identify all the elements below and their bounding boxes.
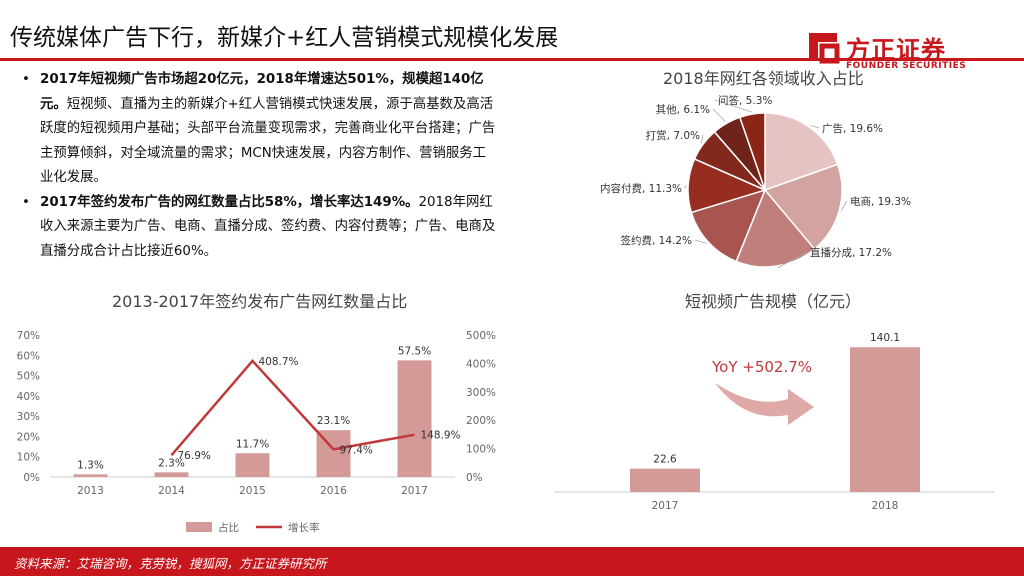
logo-text-en: FOUNDER SECURITIES bbox=[846, 61, 967, 71]
pie-leader-line bbox=[714, 99, 753, 113]
line-growth-rate bbox=[170, 359, 415, 456]
founder-logo: 方正证券 FOUNDER SECURITIES bbox=[800, 28, 990, 78]
bullet-item: • 2017年签约发布广告的网红数量占比58%，增长率达149%。2018年网红收… bbox=[20, 191, 498, 265]
pie-chart-title: 2018年网红各领域收入占比 bbox=[663, 69, 864, 88]
combo-chart: 0% 10% 20% 30% 40% 50% 60% 70% 0% 100% 200% 300% 400… bbox=[17, 330, 496, 534]
x-tick-label: 2014 bbox=[158, 485, 185, 497]
bar-data-label: 11.7% bbox=[236, 438, 269, 450]
pie-slice-label: 内容付费, 11.3% bbox=[600, 182, 682, 195]
right-axis-tick-label: 400% bbox=[466, 358, 496, 370]
pie-slice bbox=[690, 188, 767, 263]
x-tick-label: 2017 bbox=[401, 485, 428, 497]
bullet-marker: • bbox=[22, 194, 30, 210]
right-axis-tick-label: 300% bbox=[466, 387, 496, 399]
x-tick-label: 2016 bbox=[320, 485, 347, 497]
bar-chart-title: 短视频广告规模（亿元） bbox=[685, 292, 862, 311]
bullet-lead: 2017年短视频广告市场超20亿元，2018年增速达501%，规模超140亿元。 bbox=[40, 72, 484, 112]
bar-data-label: 23.1% bbox=[317, 415, 350, 427]
title-divider bbox=[0, 58, 1024, 61]
legend-swatch-bar bbox=[186, 522, 212, 532]
left-axis-tick-label: 10% bbox=[17, 452, 40, 464]
pie-leader-line bbox=[840, 200, 848, 212]
right-axis-tick-label: 200% bbox=[466, 415, 496, 427]
left-axis-tick-label: 40% bbox=[17, 391, 40, 403]
bar-data-label: 57.5% bbox=[398, 345, 431, 357]
line-data-label: 76.9% bbox=[178, 450, 211, 462]
bullet-marker: • bbox=[22, 72, 30, 87]
bar-share bbox=[235, 453, 270, 477]
line-data-label: 148.9% bbox=[421, 430, 461, 442]
page-title: 传统媒体广告下行，新媒介+红人营销模式规模化发展 bbox=[10, 25, 559, 51]
left-axis-tick-label: 70% bbox=[17, 330, 40, 342]
bar-share bbox=[154, 472, 189, 477]
bar-ad-scale bbox=[850, 347, 920, 492]
pie-leader-line bbox=[712, 108, 726, 122]
source-note: 资料来源：艾瑞咨询，克劳锐，搜狐网，方正证券研究所 bbox=[14, 556, 327, 571]
bar-share bbox=[73, 474, 108, 477]
growth-arrow-icon bbox=[715, 383, 814, 425]
bar-data-label: 140.1 bbox=[870, 332, 900, 344]
pie-slice-label: 签约费, 14.2% bbox=[620, 234, 692, 247]
bar-data-label: 22.6 bbox=[653, 454, 677, 466]
bar-data-label: 2.3% bbox=[158, 457, 185, 469]
x-tick-label: 2013 bbox=[77, 485, 104, 497]
pie-slice-label: 其他, 6.1% bbox=[656, 103, 710, 116]
logo-text-cn: 方正证券 bbox=[846, 36, 946, 64]
pie-chart: 广告, 19.6% 电商, 19.3% 直播分成, 17.2% 签约费, 14.2% 内… bbox=[600, 94, 911, 269]
pie-slice-label: 打赏, 7.0% bbox=[646, 129, 700, 142]
x-tick-label: 2018 bbox=[872, 500, 899, 512]
pie-leader-line bbox=[700, 134, 704, 144]
x-tick-label: 2017 bbox=[652, 500, 679, 512]
bullet-list: • 2017年短视频广告市场超20亿元，2018年增速达501%，规模超140亿元… bbox=[20, 68, 498, 264]
bullet-item: • 2017年短视频广告市场超20亿元，2018年增速达501%，规模超140亿元… bbox=[20, 68, 498, 191]
line-data-label: 408.7% bbox=[259, 356, 299, 368]
bar-share bbox=[397, 360, 432, 477]
footer-bar: 资料来源：艾瑞咨询，克劳锐，搜狐网，方正证券研究所 bbox=[0, 547, 1024, 576]
bar-data-label: 1.3% bbox=[77, 459, 104, 471]
pie-slice bbox=[763, 163, 843, 251]
line-data-label: 97.4% bbox=[340, 444, 373, 456]
bullet-lead: 2017年签约发布广告的网红数量占比58%，增长率达149%。 bbox=[40, 194, 419, 210]
bullet-body: 2018年网红收入来源主要为广告、电商、直播分成、签约费、内容付费等；广告、电商… bbox=[40, 194, 496, 259]
left-axis-tick-label: 50% bbox=[17, 371, 40, 383]
left-axis-tick-label: 0% bbox=[23, 472, 40, 484]
pie-slice-label: 直播分成, 17.2% bbox=[810, 246, 892, 259]
pie-leader-line bbox=[810, 125, 820, 129]
legend-label: 增长率 bbox=[288, 521, 320, 534]
pie-slice-label: 广告, 19.6% bbox=[822, 122, 883, 135]
x-tick-label: 2015 bbox=[239, 485, 266, 497]
left-axis-tick-label: 30% bbox=[17, 411, 40, 423]
right-axis-tick-label: 0% bbox=[466, 472, 483, 484]
left-axis-tick-label: 60% bbox=[17, 350, 40, 362]
legend-label: 占比 bbox=[218, 521, 239, 534]
left-axis-tick-label: 20% bbox=[17, 431, 40, 443]
pie-slice bbox=[738, 112, 766, 191]
pie-leader-line bbox=[694, 239, 707, 244]
pie-leader-line bbox=[684, 185, 687, 189]
bar-ad-scale bbox=[630, 468, 700, 492]
right-axis-tick-label: 500% bbox=[466, 330, 496, 342]
combo-chart-title: 2013-2017年签约发布广告网红数量占比 bbox=[112, 292, 408, 311]
pie-leader-line bbox=[777, 251, 808, 269]
ad-scale-chart: 22.6 2017 140.1 2018 YoY +502.7% bbox=[555, 332, 995, 512]
pie-slice bbox=[735, 188, 816, 268]
yoy-annotation: YoY +502.7% bbox=[711, 358, 812, 376]
right-axis-tick-label: 100% bbox=[466, 444, 496, 456]
pie-slice-label: 问答, 5.3% bbox=[718, 94, 772, 107]
founder-logo-mark-icon bbox=[809, 33, 840, 64]
pie-slice-label: 电商, 19.3% bbox=[850, 195, 911, 208]
bullet-body: 短视频、直播为主的新媒介+红人营销模式快速发展，源于高基数及高活跃度的短视频用户… bbox=[40, 96, 496, 186]
